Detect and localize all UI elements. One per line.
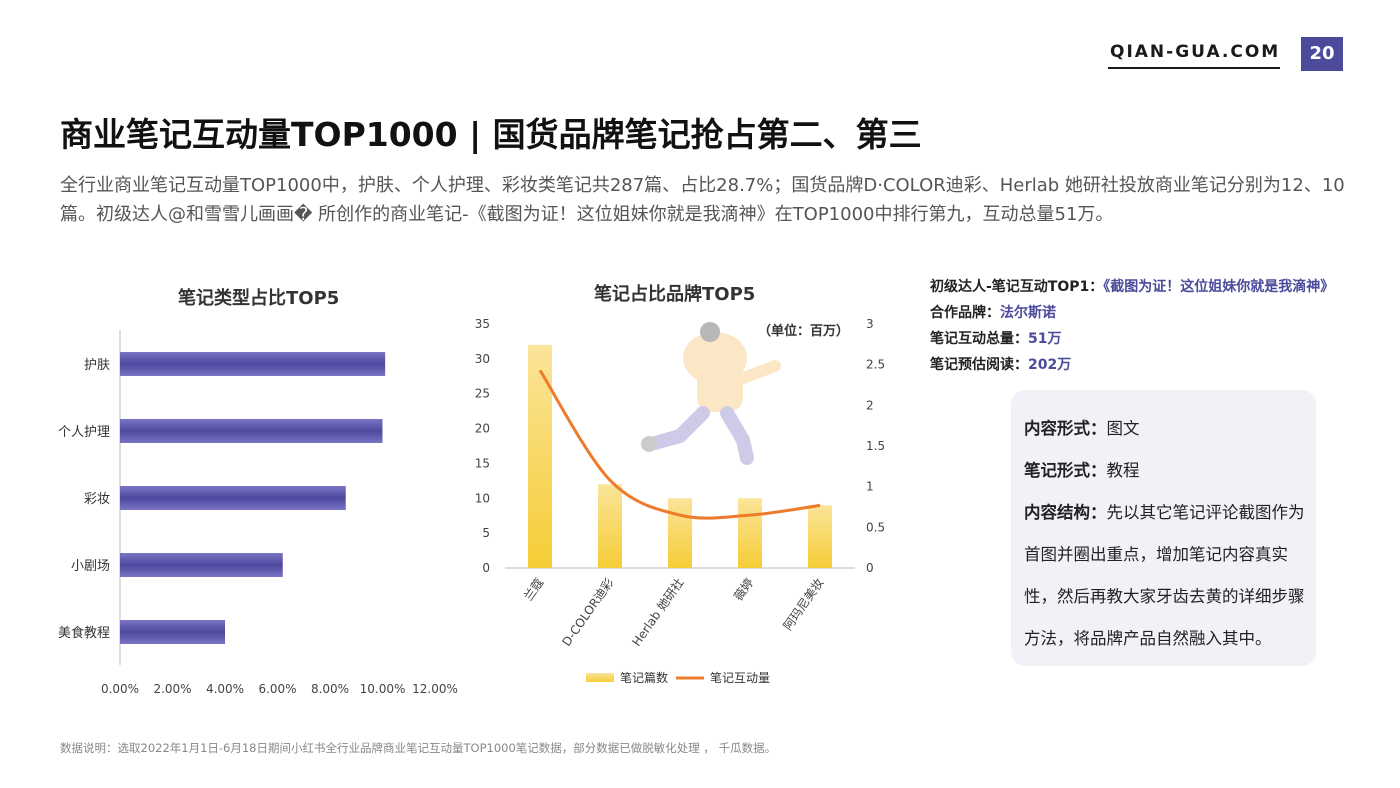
bar-0	[120, 352, 386, 376]
x-tick-label: 兰蔻	[521, 576, 546, 604]
x-tick-label: 阿玛尼美妆	[781, 576, 827, 633]
x-tick-label: 8.00%	[311, 682, 349, 695]
legend-bar-label: 笔记篇数	[620, 670, 668, 685]
brand-bar-0	[528, 344, 552, 568]
runner-illustration	[641, 322, 781, 465]
category-label: 彩妆	[84, 492, 110, 507]
y-right-tick-label: 2	[866, 398, 874, 412]
y-left-tick-label: 25	[475, 387, 490, 401]
category-label: 护肤	[84, 358, 110, 373]
y-left-tick-label: 15	[475, 456, 490, 470]
stat-row-interaction: 笔记互动总量：51万	[930, 326, 1334, 352]
y-right-tick-label: 0	[866, 561, 874, 575]
card-form-row: 内容形式：图文	[1024, 408, 1314, 450]
stat-value: 202万	[1028, 357, 1072, 373]
y-right-tick-label: 0.5	[866, 520, 885, 534]
stats-block: 初级达人-笔记互动TOP1：《截图为证！这位姐妹你就是我滴神》 合作品牌：法尔斯…	[930, 274, 1334, 378]
chart1-title: 笔记类型占比TOP5	[178, 288, 340, 309]
brand-bar-4	[808, 505, 832, 568]
card-structure-row: 内容结构：先以其它笔记评论截图作为首图并圈出重点，增加笔记内容真实性，然后再教大…	[1024, 492, 1314, 660]
y-left-tick-label: 35	[475, 317, 490, 331]
card-type-value: 教程	[1106, 461, 1140, 480]
x-tick-label: 2.00%	[153, 682, 191, 695]
stat-label: 初级达人-笔记互动TOP1：	[930, 279, 1104, 295]
card-structure-label: 内容结构：	[1024, 503, 1107, 522]
y-right-tick-label: 1	[866, 480, 874, 494]
summary-text: 全行业商业笔记互动量TOP1000中，护肤、个人护理、彩妆类笔记共287篇、占比…	[60, 175, 1345, 225]
y-left-tick-label: 5	[482, 526, 490, 540]
category-label: 小剧场	[71, 559, 110, 574]
x-tick-label: D-COLOR迪彩	[559, 576, 616, 649]
x-tick-label: 12.00%	[412, 682, 458, 695]
stat-value: 法尔斯诺	[1000, 305, 1056, 321]
card-form-label: 内容形式：	[1024, 419, 1107, 438]
stat-label: 笔记预估阅读：	[930, 357, 1028, 373]
y-left-tick-label: 30	[475, 352, 490, 366]
x-tick-label: 0.00%	[101, 682, 139, 695]
brand-bar-2	[668, 498, 692, 568]
stat-label: 合作品牌：	[930, 305, 1000, 321]
stat-row-brand: 合作品牌：法尔斯诺	[930, 300, 1334, 326]
brand-name: QIAN-GUA.COM	[1110, 42, 1281, 62]
card-form-value: 图文	[1106, 419, 1140, 438]
y-right-tick-label: 1.5	[866, 439, 885, 453]
card-type-row: 笔记形式：教程	[1024, 450, 1314, 492]
y-left-tick-label: 10	[475, 491, 490, 505]
bar-2	[120, 486, 346, 510]
chart2-unit-note: （单位：百万）	[758, 324, 850, 339]
x-tick-label: 薇婷	[730, 575, 756, 603]
y-right-tick-label: 3	[866, 317, 874, 331]
card-structure-value: 先以其它笔记评论截图作为首图并圈出重点，增加笔记内容真实性，然后再教大家牙齿去黄…	[1024, 503, 1305, 648]
x-tick-label: 10.00%	[360, 682, 406, 695]
category-label: 个人护理	[58, 425, 110, 440]
stat-value: 《截图为证！这位姐妹你就是我滴神》	[1103, 279, 1335, 295]
card-type-label: 笔记形式：	[1024, 461, 1107, 480]
bar-4	[120, 620, 225, 644]
legend-line-label: 笔记互动量	[710, 670, 770, 685]
category-label: 美食教程	[58, 625, 110, 641]
x-tick-label: Herlab 她研社	[629, 575, 687, 649]
chart2-title: 笔记占比品牌TOP5	[594, 284, 756, 305]
brand-bar-3	[738, 498, 762, 568]
content-card: 内容形式：图文 笔记形式：教程 内容结构：先以其它笔记评论截图作为首图并圈出重点…	[1011, 390, 1316, 666]
x-tick-label: 4.00%	[206, 682, 244, 695]
legend-bar-swatch	[586, 673, 614, 682]
page-title: 商业笔记互动量TOP1000 | 国货品牌笔记抢占第二、第三	[60, 115, 922, 154]
y-left-tick-label: 20	[475, 422, 490, 436]
data-footnote: 数据说明：选取2022年1月1日-6月18日期间小红书全行业品牌商业笔记互动量T…	[60, 741, 777, 755]
stat-label: 笔记互动总量：	[930, 331, 1028, 347]
bar-3	[120, 553, 283, 577]
brand-bar-1	[598, 484, 622, 568]
stat-row-reads: 笔记预估阅读：202万	[930, 352, 1334, 378]
brand-underline	[1108, 67, 1280, 69]
y-left-tick-label: 0	[482, 561, 490, 575]
stat-row-top1: 初级达人-笔记互动TOP1：《截图为证！这位姐妹你就是我滴神》	[930, 274, 1334, 300]
interaction-line	[538, 369, 821, 520]
brand-combo-chart: 0 5 10 15 20 25 30 35 0 0.5 1 1.5 2 2.5 3 兰蔻 D-COLOR迪彩 He…	[475, 317, 885, 685]
stat-value: 51万	[1028, 331, 1062, 347]
y-right-tick-label: 2.5	[866, 358, 885, 372]
page-number: 20	[1301, 37, 1343, 71]
bar-1	[120, 419, 383, 443]
x-tick-label: 6.00%	[258, 682, 296, 695]
